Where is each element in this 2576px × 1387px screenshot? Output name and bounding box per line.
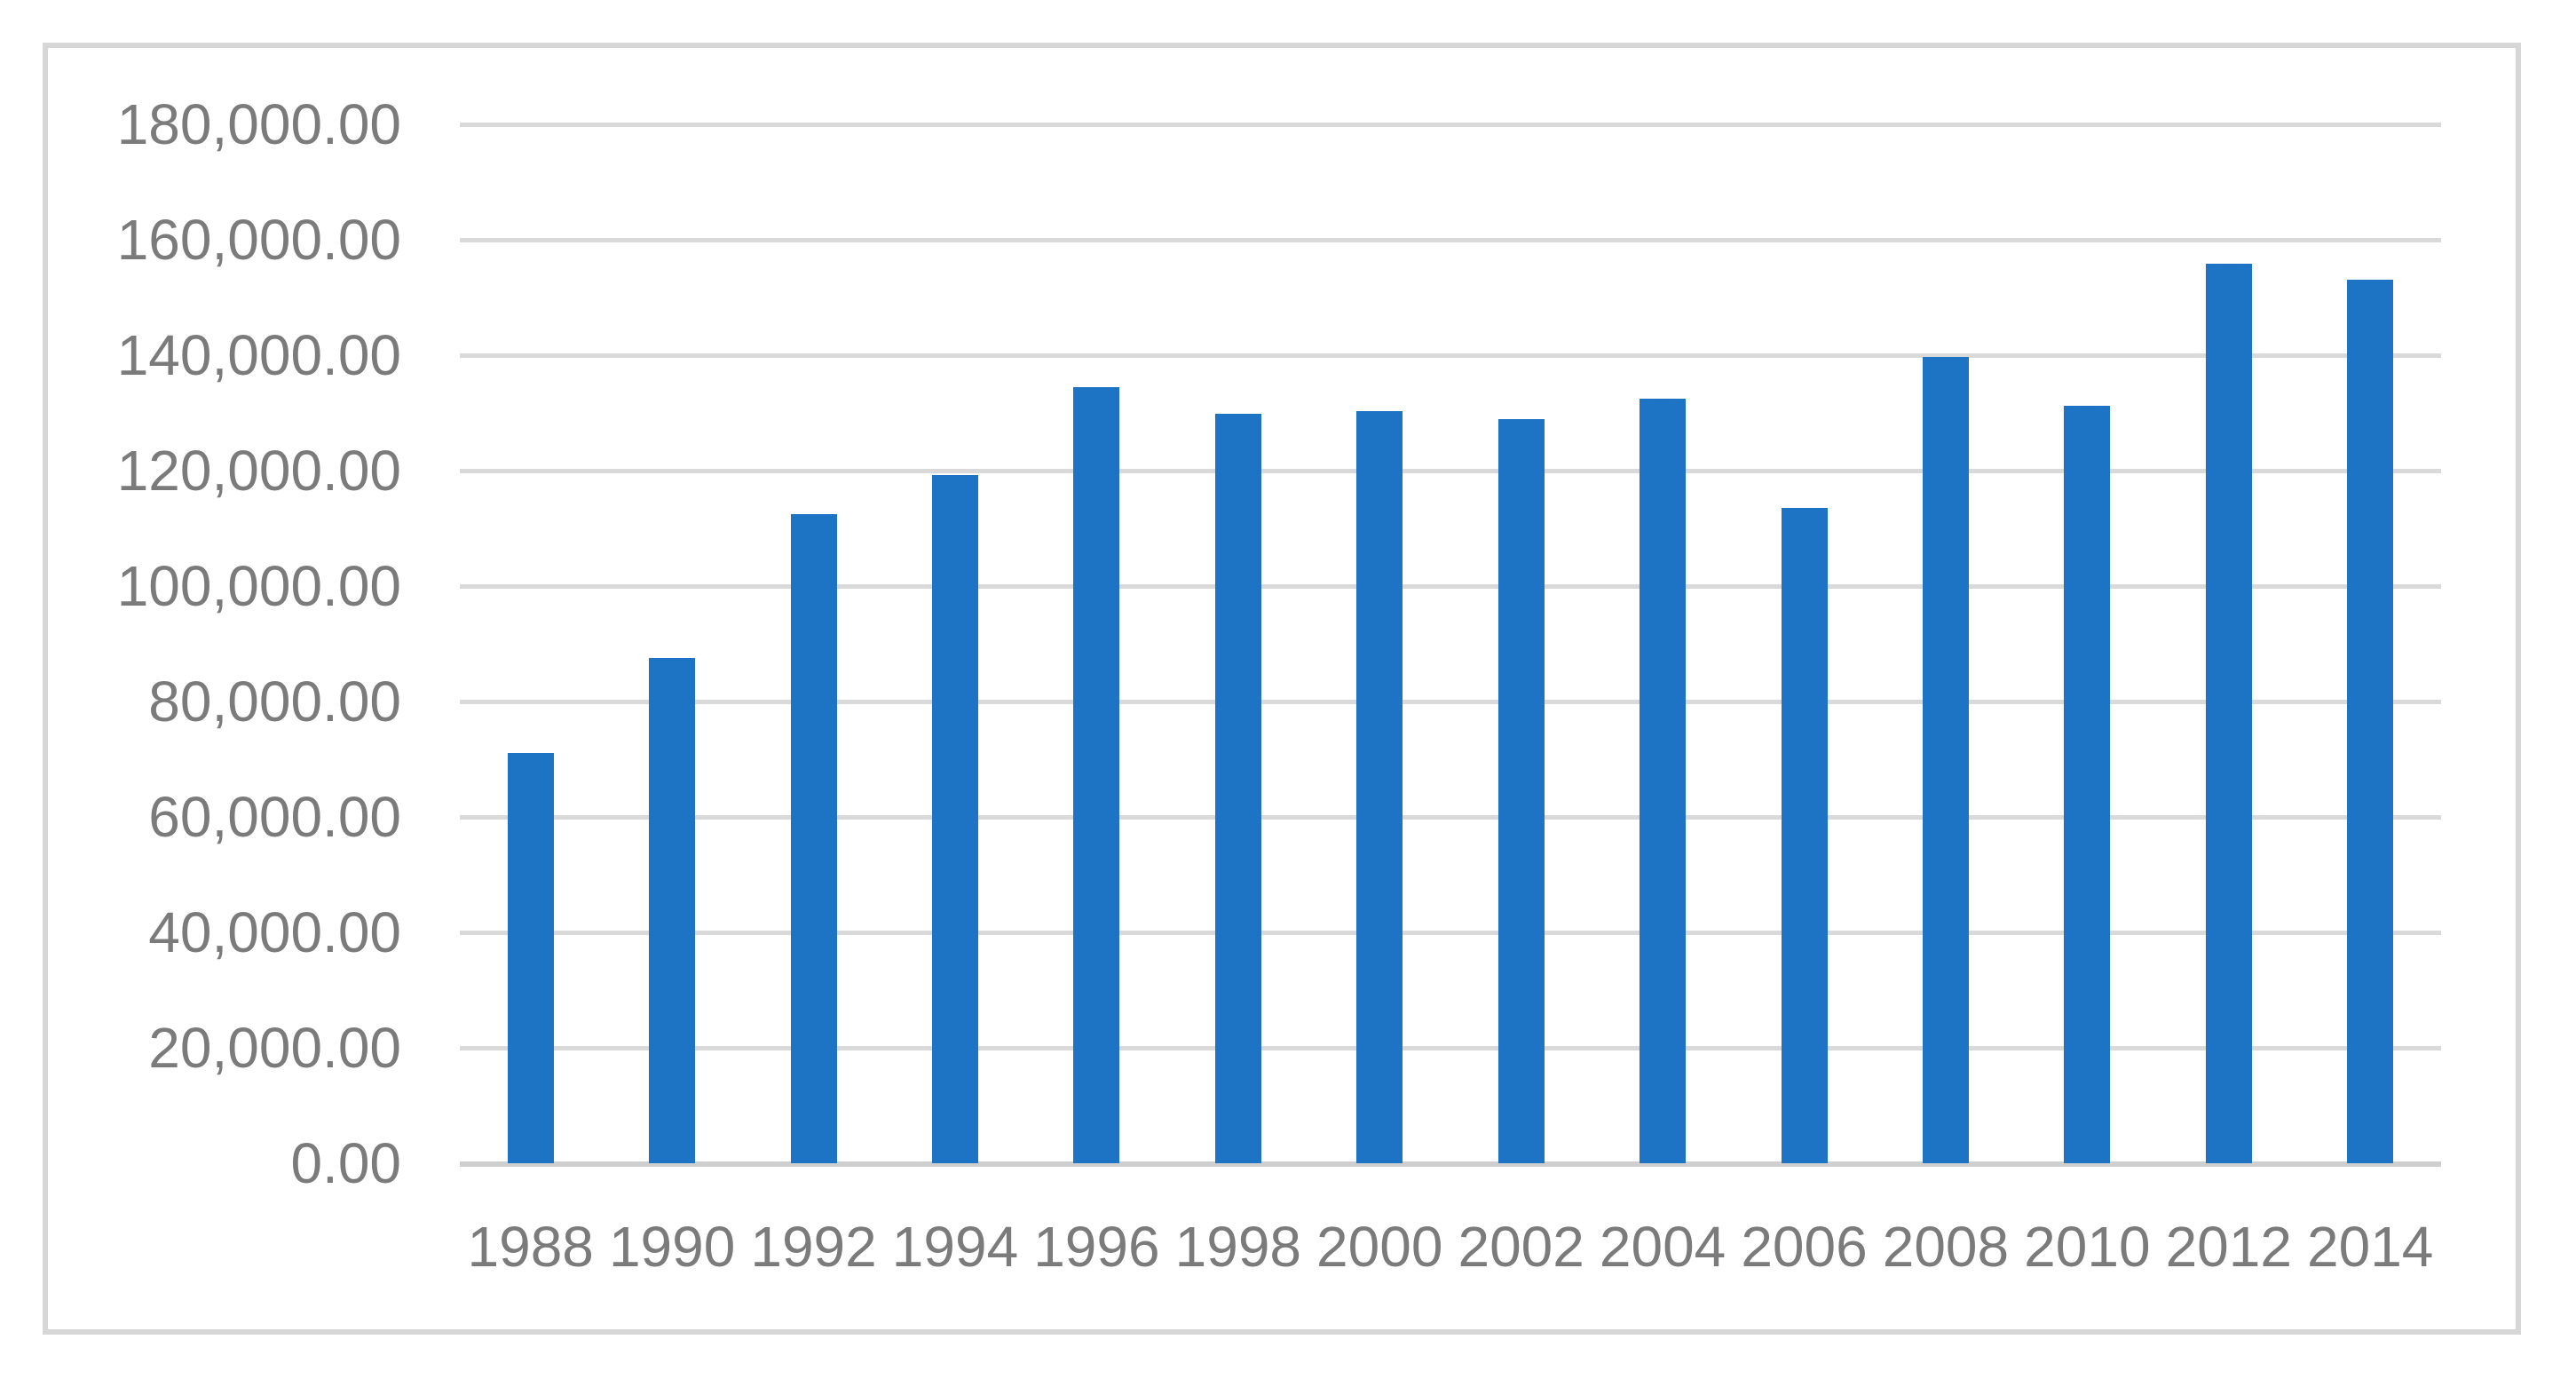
- gridline: [460, 123, 2441, 127]
- gridline: [460, 1046, 2441, 1050]
- bar-slot-1992: [743, 124, 884, 1163]
- bar-2002[interactable]: [1497, 419, 1545, 1163]
- y-tick-label: 60,000.00: [148, 785, 401, 849]
- y-tick-label: 80,000.00: [148, 670, 401, 733]
- y-tick-label: 0.00: [290, 1131, 401, 1195]
- gridline: [460, 815, 2441, 820]
- gridline: [460, 238, 2441, 242]
- y-tick-label: 40,000.00: [148, 900, 401, 964]
- bar-2006[interactable]: [1781, 508, 1828, 1163]
- y-tick-label: 100,000.00: [116, 554, 401, 618]
- x-tick-label-1994: 1994: [891, 1215, 1019, 1279]
- bar-2008[interactable]: [1922, 357, 1969, 1163]
- bar-2012[interactable]: [2205, 264, 2252, 1163]
- x-axis: 1988 1990 1992 1994 1996 1998 2000 2002 2004 2006…: [460, 1213, 2441, 1280]
- x-tick-label-2014: 2014: [2307, 1215, 2434, 1279]
- bar-1998[interactable]: [1214, 414, 1261, 1163]
- gridline: [460, 353, 2441, 358]
- bar-1990[interactable]: [649, 658, 696, 1163]
- y-tick-label: 140,000.00: [116, 323, 401, 387]
- x-tick-label-1988: 1988: [467, 1215, 594, 1279]
- bar-slot-2010: [2017, 124, 2158, 1163]
- x-tick-label-1998: 1998: [1174, 1215, 1301, 1279]
- gridline: [460, 700, 2441, 704]
- bar-1994[interactable]: [931, 475, 978, 1163]
- bar-slot-2006: [1734, 124, 1875, 1163]
- bar-slot-1990: [601, 124, 742, 1163]
- bar-1996[interactable]: [1073, 387, 1120, 1163]
- bar-2014[interactable]: [2347, 280, 2394, 1163]
- x-tick-label-1990: 1990: [608, 1215, 736, 1279]
- x-tick-label-2002: 2002: [1458, 1215, 1584, 1279]
- bar-slot-1994: [884, 124, 1025, 1163]
- bar-slot-2002: [1450, 124, 1592, 1163]
- x-tick-label-2006: 2006: [1741, 1215, 1868, 1279]
- x-tick-label-2010: 2010: [2024, 1215, 2151, 1279]
- bar-slot-1998: [1167, 124, 1308, 1163]
- bar-slot-1988: [460, 124, 601, 1163]
- x-tick-label-2004: 2004: [1599, 1215, 1727, 1279]
- y-tick-label: 20,000.00: [148, 1016, 401, 1080]
- gridline: [460, 931, 2441, 935]
- bar-1992[interactable]: [790, 514, 837, 1163]
- bar-1988[interactable]: [507, 753, 554, 1163]
- x-tick-label-2008: 2008: [1882, 1215, 2010, 1279]
- gridline: [460, 469, 2441, 473]
- bar-slot-2012: [2158, 124, 2299, 1163]
- bar-2010[interactable]: [2064, 406, 2111, 1163]
- bar-slot-2000: [1309, 124, 1450, 1163]
- x-tick-label-1992: 1992: [750, 1215, 877, 1279]
- y-tick-label: 160,000.00: [116, 208, 401, 272]
- gridline: [460, 584, 2441, 589]
- bar-2000[interactable]: [1356, 411, 1403, 1163]
- x-tick-label-2012: 2012: [2165, 1215, 2292, 1279]
- bar-slot-2004: [1592, 124, 1733, 1163]
- bar-series: [460, 124, 2441, 1163]
- y-tick-label: 180,000.00: [116, 92, 401, 156]
- y-tick-label: 120,000.00: [116, 439, 401, 503]
- x-tick-label-2000: 2000: [1316, 1215, 1443, 1279]
- x-tick-label-1996: 1996: [1033, 1215, 1160, 1279]
- bar-slot-1996: [1026, 124, 1167, 1163]
- y-axis: 180,000.00 160,000.00 140,000.00 120,000.00…: [53, 0, 401, 1387]
- plot-area: [460, 123, 2441, 1167]
- bar-2004[interactable]: [1640, 399, 1687, 1163]
- bar-slot-2008: [1875, 124, 2016, 1163]
- x-axis-line: [460, 1161, 2441, 1167]
- bar-slot-2014: [2299, 124, 2440, 1163]
